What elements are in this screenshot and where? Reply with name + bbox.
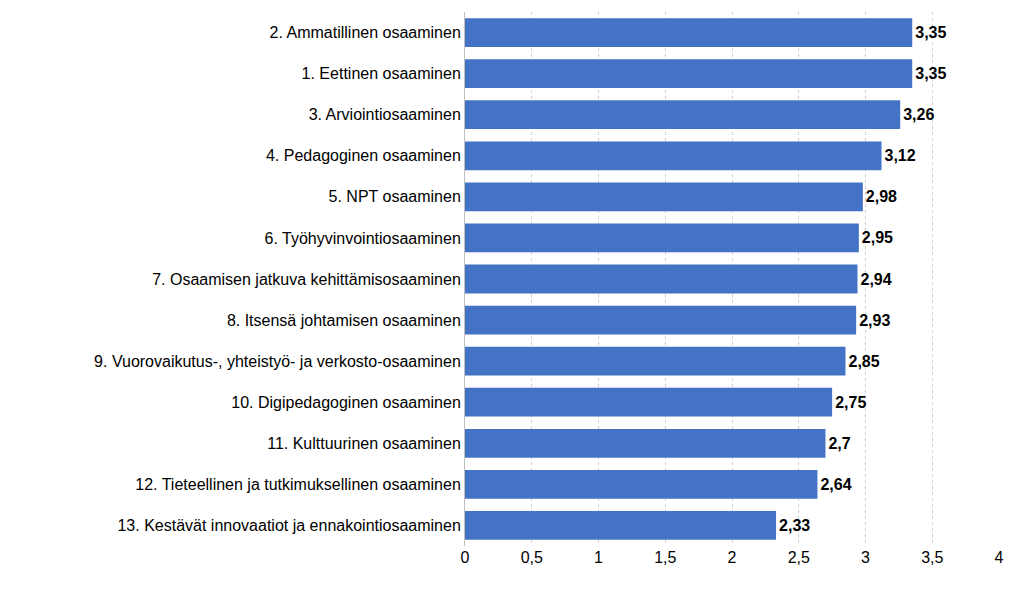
svg-text:2,5: 2,5 — [788, 549, 810, 566]
svg-text:2: 2 — [728, 549, 737, 566]
svg-text:2,85: 2,85 — [848, 353, 879, 370]
svg-text:2,95: 2,95 — [862, 229, 893, 246]
svg-text:0,5: 0,5 — [521, 549, 543, 566]
svg-text:2,33: 2,33 — [779, 517, 810, 534]
svg-text:7. Osaamisen jatkuva kehittämi: 7. Osaamisen jatkuva kehittämisosaaminen — [152, 271, 461, 288]
svg-text:0: 0 — [461, 549, 470, 566]
svg-text:2,94: 2,94 — [860, 271, 891, 288]
svg-text:3. Arviointiosaaminen: 3. Arviointiosaaminen — [309, 106, 461, 123]
svg-text:2,93: 2,93 — [859, 312, 890, 329]
svg-text:3: 3 — [861, 549, 870, 566]
svg-text:4: 4 — [995, 549, 1004, 566]
svg-text:5. NPT osaaminen: 5. NPT osaaminen — [329, 188, 461, 205]
svg-text:6. Työhyvinvointiosaaminen: 6. Työhyvinvointiosaaminen — [265, 230, 461, 247]
svg-text:2,7: 2,7 — [828, 435, 850, 452]
svg-text:10. Digipedagoginen osaaminen: 10. Digipedagoginen osaaminen — [231, 394, 461, 411]
svg-text:3,5: 3,5 — [921, 549, 943, 566]
svg-text:1. Eettinen osaaminen: 1. Eettinen osaaminen — [302, 65, 461, 82]
svg-text:13. Kestävät innovaatiot ja en: 13. Kestävät innovaatiot ja ennakointios… — [117, 517, 460, 534]
svg-text:2,75: 2,75 — [835, 394, 866, 411]
svg-text:9. Vuorovaikutus-, yhteistyö-: 9. Vuorovaikutus-, yhteistyö- ja verkost… — [94, 353, 461, 370]
svg-text:3,35: 3,35 — [915, 24, 946, 41]
svg-text:8. Itsensä johtamisen osaamine: 8. Itsensä johtamisen osaaminen — [227, 312, 461, 329]
svg-text:2,98: 2,98 — [866, 188, 897, 205]
svg-text:4. Pedagoginen osaaminen: 4. Pedagoginen osaaminen — [266, 147, 461, 164]
svg-text:2,64: 2,64 — [820, 476, 851, 493]
svg-text:1: 1 — [594, 549, 603, 566]
svg-text:3,35: 3,35 — [915, 65, 946, 82]
svg-text:3,26: 3,26 — [903, 106, 934, 123]
svg-text:1,5: 1,5 — [654, 549, 676, 566]
svg-text:11. Kulttuurinen osaaminen: 11. Kulttuurinen osaaminen — [267, 435, 461, 452]
svg-text:3,12: 3,12 — [885, 147, 916, 164]
svg-text:2. Ammatillinen osaaminen: 2. Ammatillinen osaaminen — [270, 24, 461, 41]
svg-text:12. Tieteellinen ja tutkimukse: 12. Tieteellinen ja tutkimuksellinen osa… — [135, 476, 461, 493]
